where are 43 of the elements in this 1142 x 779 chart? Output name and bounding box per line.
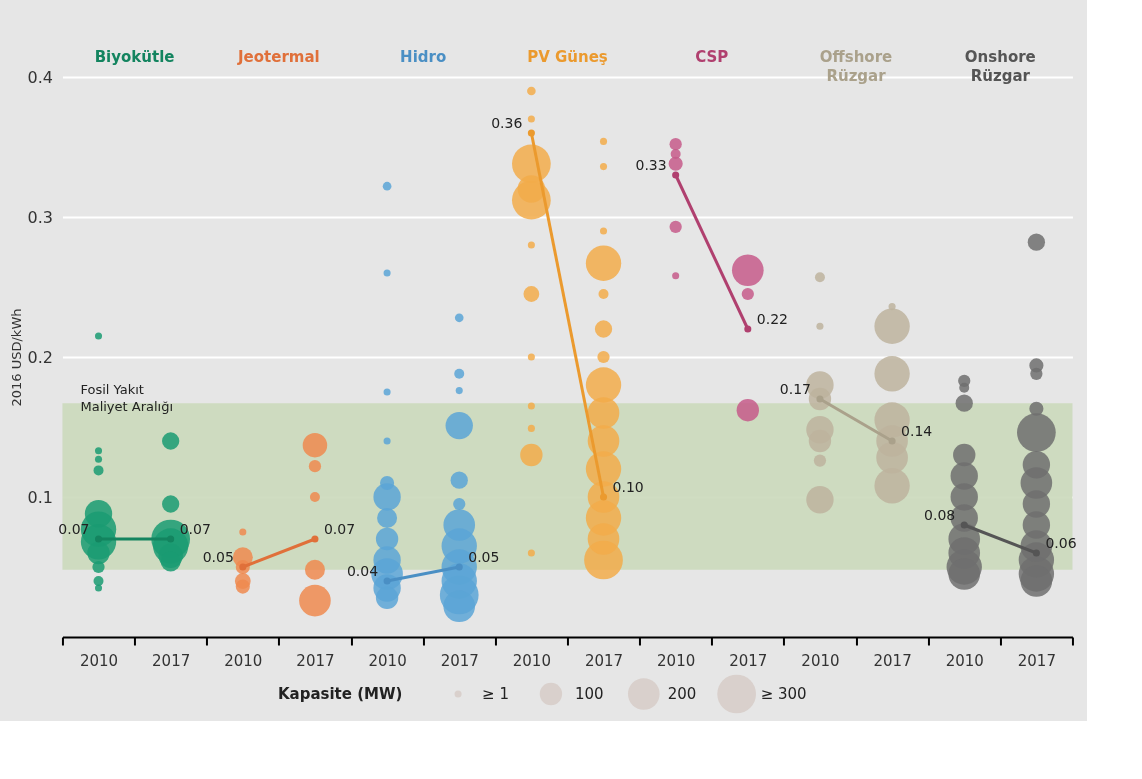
- y-tick-label: 0.4: [27, 67, 53, 87]
- x-tick-label: 2017: [729, 651, 768, 670]
- text: Onshore Rüzgar: [964, 48, 1036, 85]
- x-tick-label: 2017: [1017, 651, 1056, 670]
- x-tick-label: 2010: [512, 651, 551, 670]
- text: Jeotermal: [237, 48, 320, 66]
- x-tick-label: 2017: [873, 651, 912, 670]
- text: Hidro: [400, 48, 447, 66]
- data-label: 0.22: [756, 311, 788, 327]
- x-tick-label: 2010: [224, 651, 263, 670]
- text: Offshore Rüzgar: [819, 48, 893, 85]
- x-tick-label: 2017: [584, 651, 624, 670]
- legend-label: ≥ 300: [760, 685, 807, 703]
- data-label: 0.36: [491, 115, 523, 131]
- x-tick-label: 2010: [657, 651, 696, 670]
- data-label: 0.05: [468, 549, 500, 565]
- x-tick-label: 2017: [296, 651, 335, 670]
- data-label: 0.08: [924, 507, 956, 523]
- legend-label: 100: [574, 685, 604, 703]
- text: Biyokütle: [94, 48, 175, 66]
- y-tick-label: 0.2: [27, 347, 53, 367]
- text: CSP: [695, 48, 729, 66]
- data-label: 0.33: [635, 157, 667, 173]
- data-label: 0.10: [612, 479, 644, 495]
- y-axis-title: 2016 USD/kWh: [8, 308, 24, 407]
- data-label: 0.17: [779, 381, 811, 397]
- data-label: 0.06: [1045, 535, 1077, 551]
- data-label: 0.07: [323, 521, 356, 537]
- text: PV Güneş: [527, 48, 608, 66]
- legend-label: ≥ 1: [482, 685, 509, 703]
- x-tick-label: 2010: [945, 651, 984, 670]
- x-tick-label: 2017: [152, 651, 191, 670]
- x-tick-label: 2010: [801, 651, 840, 670]
- legend-label: 200: [667, 685, 697, 703]
- x-tick-label: 2010: [368, 651, 407, 670]
- y-tick-label: 0.3: [27, 207, 53, 227]
- x-tick-label: 2017: [440, 651, 479, 670]
- legend-title: Kapasite (MW): [277, 685, 403, 703]
- x-tick-label: 2010: [79, 651, 119, 670]
- y-tick-label: 0.1: [27, 487, 53, 507]
- band-label: Fosil Yakıt Maliyet Aralığı: [80, 382, 174, 415]
- data-label: 0.14: [901, 423, 933, 439]
- data-label: 0.05: [202, 549, 234, 565]
